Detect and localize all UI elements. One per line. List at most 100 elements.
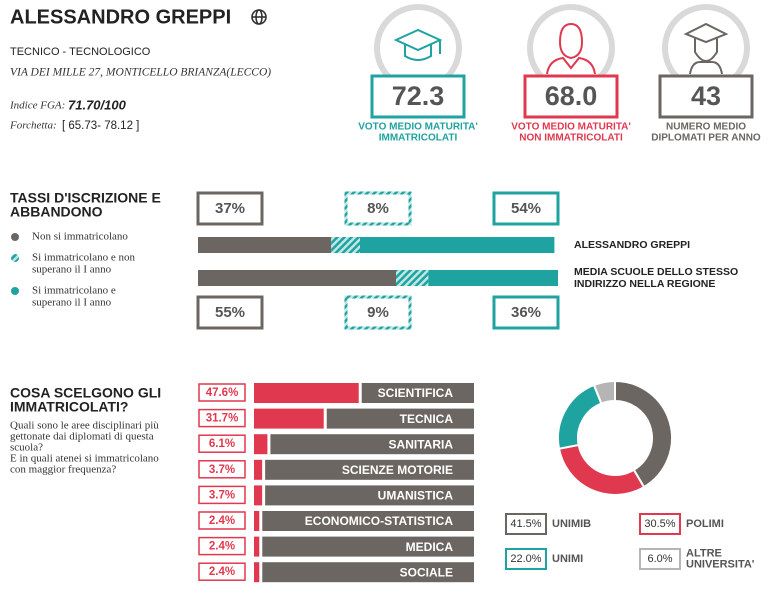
- row-label: INDIRIZZO NELLA REGIONE: [574, 278, 715, 290]
- description: E in quali atenei si immatricolano: [10, 453, 159, 465]
- area-bar: [254, 459, 263, 480]
- area-rest: [270, 434, 474, 455]
- value-label: 8%: [367, 200, 389, 217]
- value-label: 37%: [215, 200, 245, 217]
- segment: [396, 270, 429, 286]
- area-rest: [262, 536, 474, 557]
- area-bar: [254, 383, 359, 403]
- label-box: [198, 383, 246, 402]
- legend-box: [639, 548, 681, 570]
- cap: [393, 28, 443, 61]
- fga-value: 71.70/100: [68, 97, 127, 112]
- school-title: ALESSANDRO GREPPI: [10, 6, 231, 28]
- row-label: MEDIA SCUOLE DELLO STESSO: [574, 266, 738, 278]
- area-rest: [361, 383, 474, 403]
- university-value: 30.5%: [644, 518, 675, 530]
- area-label: SCIENTIFICA: [378, 386, 454, 400]
- value-label: 36%: [511, 304, 541, 321]
- area-value: 2.4%: [209, 541, 235, 553]
- label-box: [198, 511, 246, 530]
- area-bar: [254, 408, 324, 429]
- label-box: [198, 562, 246, 581]
- person: [546, 22, 596, 75]
- value-label: 9%: [367, 304, 389, 321]
- label-box: [198, 536, 246, 556]
- kpi-icon: [683, 22, 729, 75]
- kpi-label: IMMATRICOLATI: [379, 133, 458, 144]
- value-label: 54%: [511, 200, 541, 217]
- area-label: SCIENZE MOTORIE: [342, 463, 453, 477]
- area-value: 3.7%: [209, 464, 235, 476]
- kpi-label: NON IMMATRICOLATI: [519, 133, 623, 144]
- legend-label: superano il I anno: [32, 297, 112, 309]
- label-box: [198, 460, 246, 479]
- area-label: UMANISTICA: [378, 489, 454, 503]
- section-title: ABBANDONO: [10, 204, 103, 220]
- value-box: [196, 295, 264, 330]
- range-value: [ 65.73- 78.12 ]: [62, 120, 139, 132]
- row-label: ALESSANDRO GREPPI: [574, 239, 690, 251]
- area-value: 6.1%: [209, 438, 235, 450]
- label-box: [198, 408, 246, 428]
- value-box: [492, 191, 560, 226]
- kpi-value: 43: [691, 81, 721, 111]
- area-value: 2.4%: [209, 515, 235, 527]
- label-box: [198, 485, 246, 505]
- section-title: IMMATRICOLATI?: [10, 399, 128, 415]
- description: gettonate dai diplomati di questa: [10, 431, 154, 443]
- legend-label: Non si immatricolano: [32, 231, 128, 243]
- area-rest: [262, 562, 474, 583]
- segment: [428, 270, 558, 286]
- segment: [360, 237, 555, 253]
- area-bar: [254, 562, 260, 583]
- area-rest: [265, 485, 474, 506]
- university-label: ALTRE: [686, 547, 722, 559]
- legend-label: superano il I anno: [32, 264, 112, 276]
- kpi-icon: [393, 28, 443, 61]
- kpi-box: [370, 74, 466, 119]
- university-label: POLIMI: [686, 518, 724, 530]
- kpi-icon: [546, 22, 596, 75]
- kpi-value: 72.3: [392, 81, 445, 111]
- value-box: [492, 295, 560, 330]
- donut-slice: [557, 383, 603, 450]
- description: con maggior frequenza?: [10, 464, 116, 476]
- university-value: 41.5%: [510, 518, 541, 530]
- legend-label: Si immatricolano e non: [32, 252, 135, 264]
- kpi-value: 68.0: [545, 81, 598, 111]
- area-rest: [262, 511, 474, 531]
- description: scuola?: [10, 442, 43, 454]
- legend-label: Si immatricolano e: [32, 285, 116, 297]
- university-value: 22.0%: [510, 553, 541, 565]
- legend-box: [639, 513, 681, 535]
- area-label: MEDICA: [406, 540, 454, 554]
- university-value: 6.0%: [647, 553, 672, 565]
- university-label: UNIVERSITA': [686, 558, 755, 570]
- description: Quali sono le aree disciplinari più: [10, 420, 159, 432]
- area-label: SANITARIA: [389, 437, 454, 451]
- area-value: 3.7%: [209, 489, 235, 501]
- kpi-label: DIPLOMATI PER ANNO: [651, 133, 761, 144]
- value-label: 55%: [215, 304, 245, 321]
- value-box: [344, 191, 412, 226]
- area-value: 47.6%: [206, 387, 239, 399]
- university-label: UNIMIB: [552, 518, 591, 530]
- area-label: ECONOMICO-STATISTICA: [305, 514, 454, 528]
- kpi-label: NUMERO MEDIO: [666, 122, 746, 133]
- kpi-label: VOTO MEDIO MATURITA': [511, 122, 631, 133]
- area-bar: [254, 536, 260, 557]
- address: VIA DEI MILLE 27, MONTICELLO BRIANZA(LEC…: [10, 67, 271, 79]
- kpi-label: VOTO MEDIO MATURITA': [358, 122, 478, 133]
- kpi-box: [523, 74, 619, 119]
- area-bar: [254, 511, 260, 531]
- range-label: Forchetta:: [9, 120, 57, 132]
- donut-slice: [557, 443, 646, 496]
- university-label: UNIMI: [552, 553, 583, 565]
- fga-label: Indice FGA:: [9, 100, 65, 112]
- area-rest: [326, 408, 474, 429]
- kpi-box: [658, 74, 754, 119]
- area-rest: [265, 459, 474, 480]
- segment: [198, 237, 332, 253]
- school-type: TECNICO - TECNOLOGICO: [10, 46, 151, 58]
